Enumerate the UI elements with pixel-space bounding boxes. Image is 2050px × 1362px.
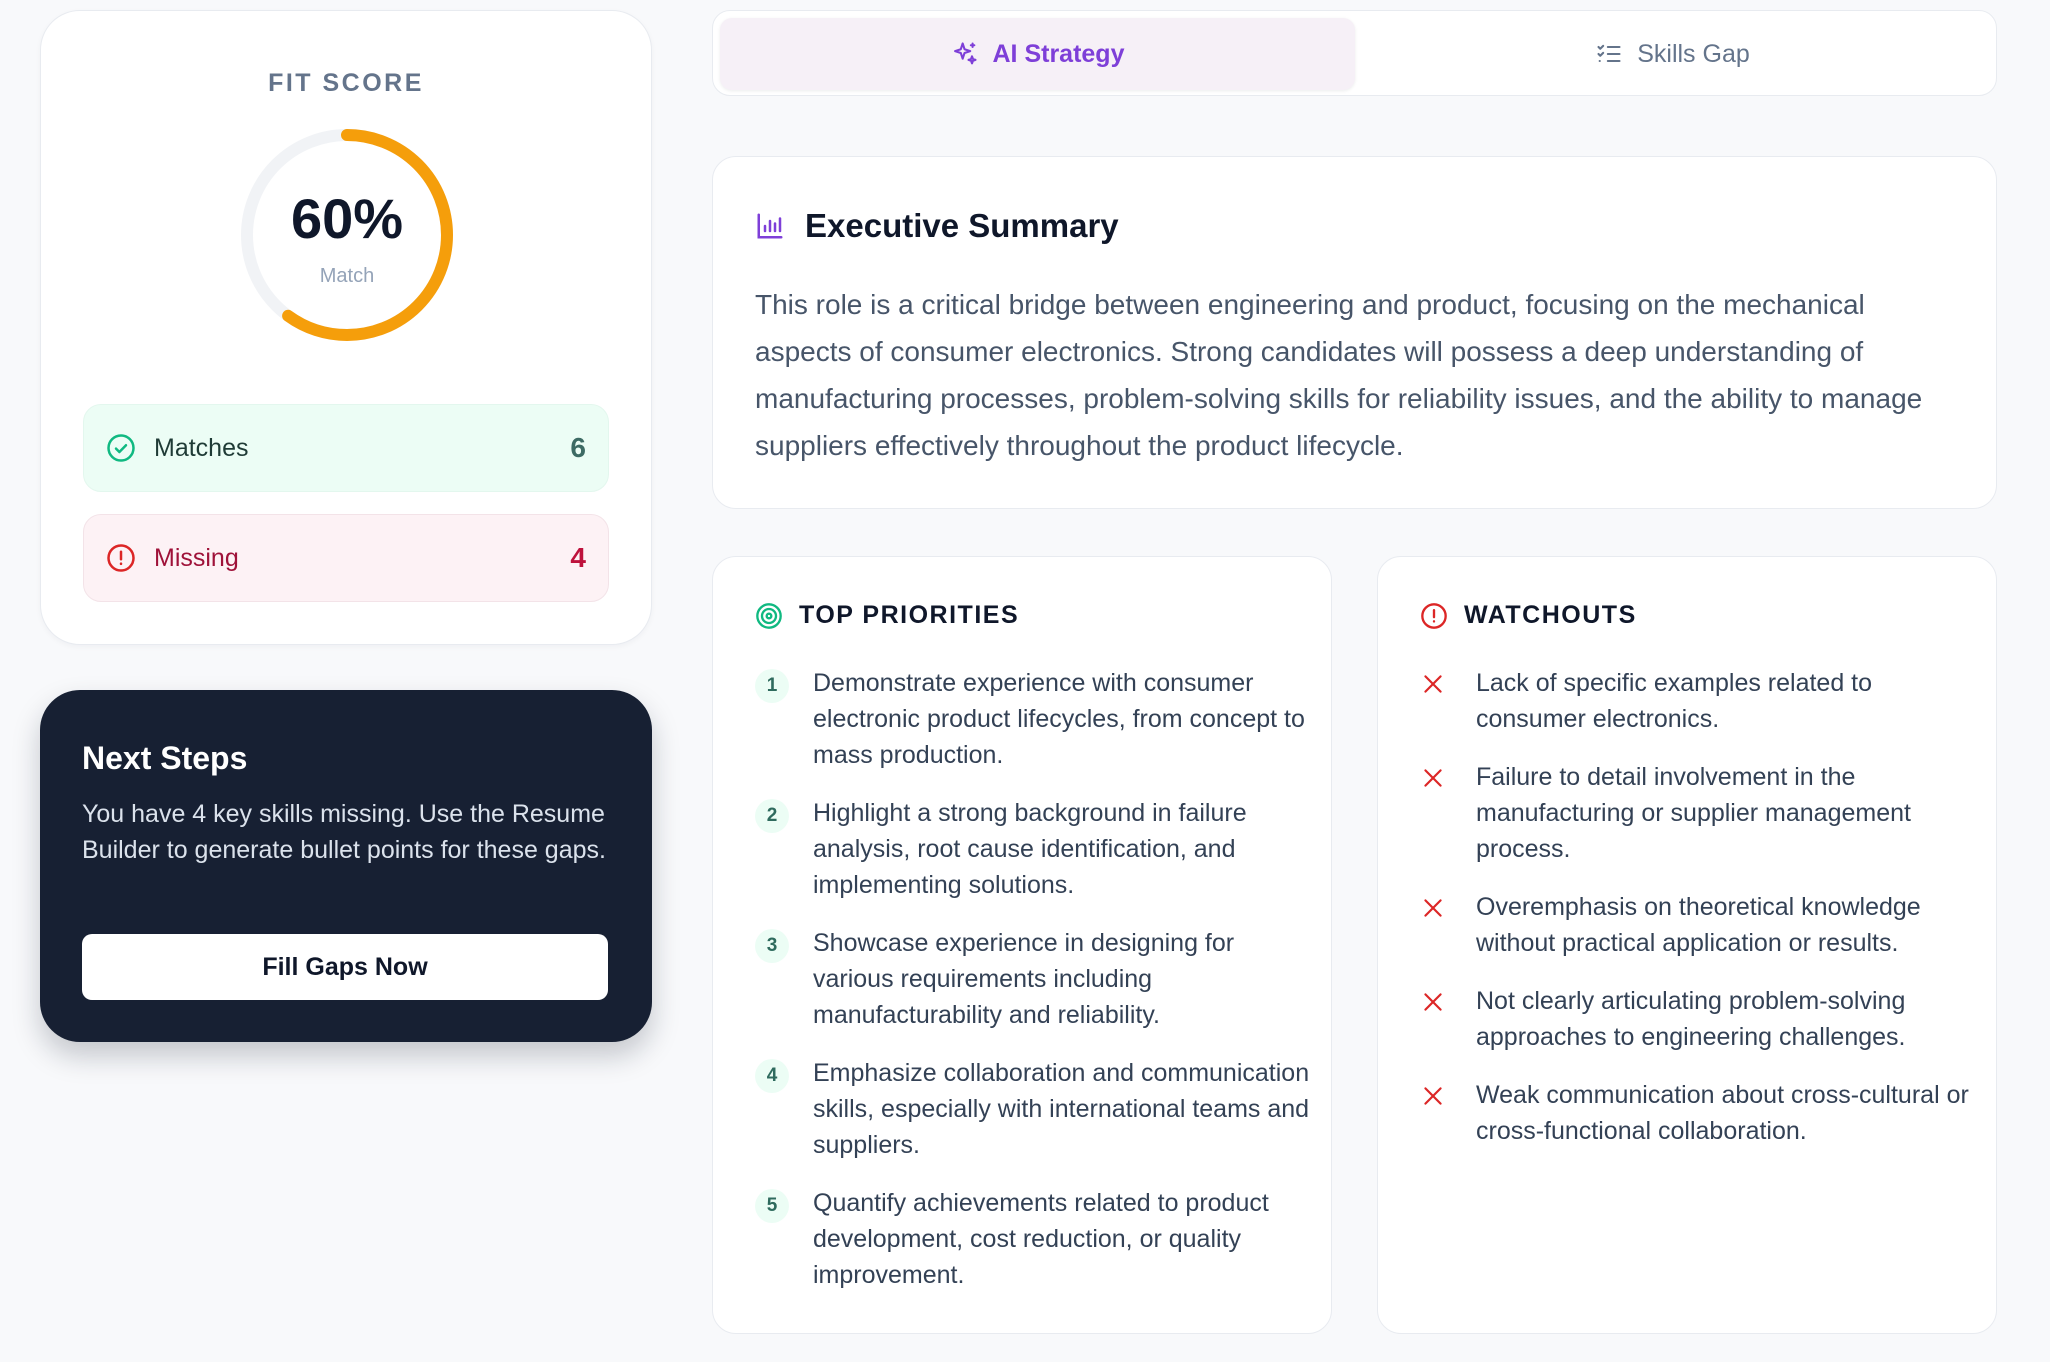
priority-number-badge: 4 [755,1059,789,1093]
list-item: 2 Highlight a strong background in failu… [755,795,1315,903]
next-steps-card: Next Steps You have 4 key skills missing… [40,690,652,1042]
list-item: Not clearly articulating problem-solving… [1420,983,1980,1055]
list-item: 3 Showcase experience in designing for v… [755,925,1315,1033]
watchout-text: Not clearly articulating problem-solving… [1476,987,1906,1051]
priority-text: Highlight a strong background in failure… [813,799,1247,899]
executive-summary-title: Executive Summary [805,207,1119,244]
executive-summary-card: Executive Summary This role is a critica… [712,156,1997,509]
bar-chart-icon [755,211,785,241]
matches-row[interactable]: Matches 6 [83,404,609,492]
fit-score-caption: Match [319,265,375,287]
executive-summary-header: Executive Summary [755,207,1119,245]
fit-score-value: 60% [290,187,404,250]
priority-text: Emphasize collaboration and communicatio… [813,1059,1310,1159]
tab-ai-strategy-label: AI Strategy [992,39,1125,68]
priority-number-badge: 5 [755,1189,789,1223]
matches-label: Matches [154,433,249,462]
priority-text: Showcase experience in designing for var… [813,929,1235,1029]
fit-score-gauge: 60% Match [237,125,457,345]
watchout-text: Overemphasis on theoretical knowledge wi… [1476,893,1921,957]
top-priorities-header: TOP PRIORITIES [755,601,1019,630]
missing-count: 4 [570,542,586,573]
tab-skills-gap[interactable]: Skills Gap [1355,18,1990,90]
watchouts-card: WATCHOUTS Lack of specific examples rela… [1377,556,1997,1334]
priority-text: Quantify achievements related to product… [813,1189,1269,1289]
fill-gaps-button[interactable]: Fill Gaps Now [82,934,608,1000]
list-item: 5 Quantify achievements related to produ… [755,1185,1315,1293]
list-item: 1 Demonstrate experience with consumer e… [755,665,1315,773]
missing-label: Missing [154,543,239,572]
check-circle-icon [106,433,136,463]
gauge-progress [241,129,453,341]
list-item: 4 Emphasize collaboration and communicat… [755,1055,1315,1163]
fit-score-title: FIT SCORE [268,69,424,97]
close-icon [1420,765,1446,791]
alert-circle-icon [106,543,136,573]
tab-skills-gap-label: Skills Gap [1637,39,1750,68]
top-priorities-card: TOP PRIORITIES 1 Demonstrate experience … [712,556,1332,1334]
gauge-ring [241,129,453,341]
priority-number-badge: 3 [755,929,789,963]
sparkles-icon [951,40,979,68]
watchout-text: Failure to detail involvement in the man… [1476,763,1911,863]
priority-number-badge: 1 [755,669,789,703]
priority-text: Demonstrate experience with consumer ele… [813,669,1305,769]
alert-circle-icon [1420,602,1448,630]
next-steps-text: You have 4 key skills missing. Use the R… [82,800,606,864]
watchout-text: Lack of specific examples related to con… [1476,669,1873,733]
close-icon [1420,989,1446,1015]
watchout-text: Weak communication about cross-cultural … [1476,1081,1969,1145]
next-steps-title: Next Steps [82,740,248,776]
tab-ai-strategy[interactable]: AI Strategy [720,18,1355,90]
close-icon [1420,1083,1446,1109]
close-icon [1420,895,1446,921]
list-item: Lack of specific examples related to con… [1420,665,1980,737]
target-icon [755,602,783,630]
executive-summary-text: This role is a critical bridge between e… [755,289,1923,461]
list-item: Overemphasis on theoretical knowledge wi… [1420,889,1980,961]
watchouts-header: WATCHOUTS [1420,601,1637,630]
checklist-icon [1595,40,1623,68]
top-priorities-title: TOP PRIORITIES [799,601,1020,629]
list-item: Weak communication about cross-cultural … [1420,1077,1980,1149]
view-tabs: AI Strategy Skills Gap [712,10,1997,96]
matches-count: 6 [570,432,586,463]
missing-row[interactable]: Missing 4 [83,514,609,602]
top-priorities-list: 1 Demonstrate experience with consumer e… [755,665,1315,1315]
list-item: Failure to detail involvement in the man… [1420,759,1980,867]
close-icon [1420,671,1446,697]
priority-number-badge: 2 [755,799,789,833]
watchouts-list: Lack of specific examples related to con… [1420,665,1980,1171]
fit-score-card: FIT SCORE 60% Match Matches 6 [40,10,652,645]
watchouts-title: WATCHOUTS [1464,601,1637,629]
